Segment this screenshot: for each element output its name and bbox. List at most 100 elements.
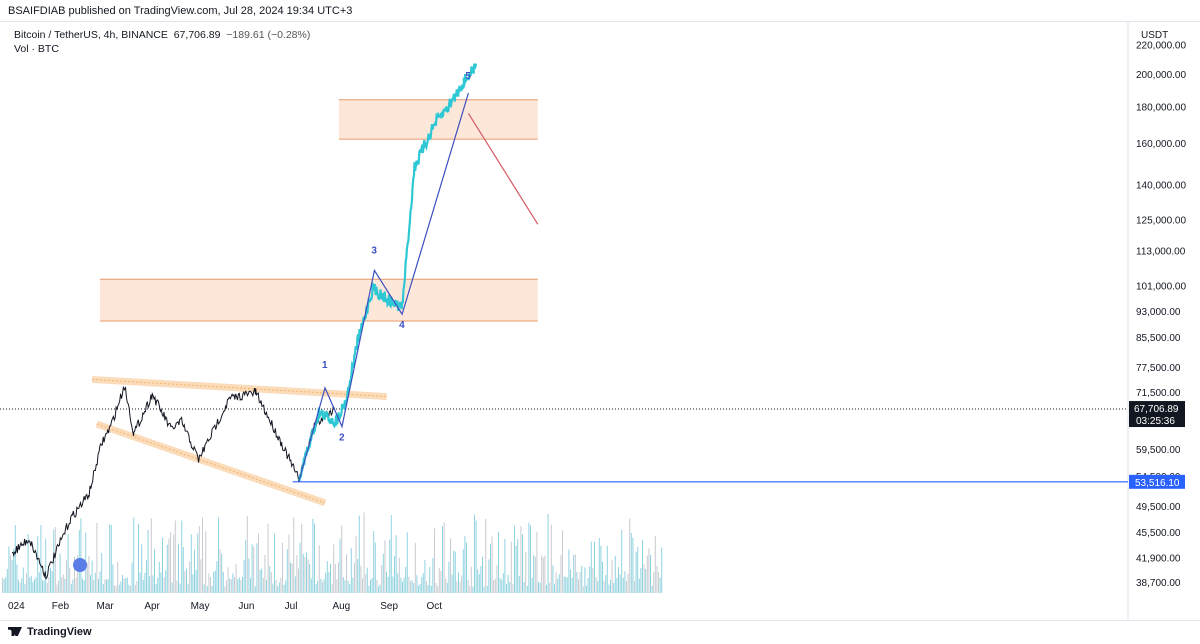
volume-bar: [443, 522, 445, 593]
tradingview-logo[interactable]: TradingView: [8, 626, 92, 638]
volume-bar: [498, 531, 499, 593]
volume-bar: [301, 523, 303, 593]
volume-bar: [42, 580, 43, 593]
volume-bar: [104, 579, 106, 593]
tradingview-brand: TradingView: [27, 626, 92, 638]
volume-bar: [27, 533, 29, 593]
volume-bar: [405, 566, 407, 593]
volume-bar: [106, 579, 107, 593]
volume-bar: [168, 538, 170, 593]
volume-bar: [179, 583, 181, 593]
volume-bar: [456, 581, 458, 593]
volume-bar: [338, 562, 339, 593]
volume-bar: [491, 536, 493, 593]
x-tick-label: Jun: [238, 601, 254, 612]
volume-bar: [246, 516, 248, 593]
volume-bar: [315, 584, 317, 593]
volume-bar: [578, 579, 579, 593]
volume-bar: [654, 535, 656, 593]
volume-bar: [470, 566, 472, 593]
volume-bar: [107, 579, 109, 593]
wave-label-4: 4: [399, 320, 405, 331]
bar-countdown: 03:25:36: [1136, 416, 1175, 427]
volume-bar: [134, 584, 136, 593]
volume-bar: [598, 538, 600, 593]
volume-bar: [290, 562, 291, 593]
volume-bar: [608, 584, 610, 593]
volume-bar: [75, 577, 77, 593]
volume-bar: [264, 554, 266, 593]
volume-bar: [534, 556, 536, 593]
volume-bar: [278, 582, 280, 593]
volume-bar: [477, 569, 479, 593]
volume-bar: [34, 579, 35, 593]
volume-bar: [445, 578, 447, 593]
volume-bar: [62, 574, 64, 593]
volume-bar: [5, 576, 7, 593]
volume-bar: [541, 555, 543, 593]
volume-bar: [469, 585, 471, 593]
volume-bar: [72, 579, 74, 593]
elliott-wave-line: [298, 92, 469, 482]
volume-bar: [656, 565, 658, 593]
volume-bar: [29, 577, 31, 593]
volume-bar: [195, 569, 197, 593]
volume-bar: [363, 512, 365, 593]
volume-bar: [658, 572, 659, 593]
volume-bar: [402, 581, 403, 593]
wave-label-1: 1: [322, 360, 328, 371]
volume-bar: [170, 532, 171, 593]
volume-bar: [6, 568, 8, 593]
volume-bar: [496, 565, 498, 593]
volume-bar: [550, 524, 552, 593]
volume-bar: [454, 551, 456, 593]
volume-bar: [299, 542, 301, 593]
volume-bar: [202, 517, 203, 593]
volume-bar: [3, 579, 5, 593]
volume-bar: [155, 583, 157, 593]
y-tick-label: 220,000.00: [1136, 40, 1186, 51]
volume-bar: [328, 571, 330, 593]
volume-bar: [11, 559, 13, 593]
volume-bar: [178, 543, 179, 593]
volume-bar: [370, 579, 371, 593]
volume-bar: [200, 559, 202, 593]
volume-bar: [494, 578, 496, 593]
volume-bar: [344, 580, 346, 593]
volume-bar: [158, 561, 160, 593]
volume-bar: [310, 578, 312, 593]
volume-bar: [486, 585, 488, 593]
volume-bar: [90, 575, 91, 593]
symbol-name[interactable]: Bitcoin / TetherUS, 4h, BINANCE: [14, 29, 168, 41]
volume-bar: [592, 567, 594, 593]
volume-bar: [614, 555, 616, 593]
volume-bar: [93, 579, 95, 593]
volume-bar: [139, 572, 141, 593]
volume-bar: [544, 555, 546, 593]
volume-label[interactable]: Vol · BTC: [14, 43, 59, 55]
volume-bar: [261, 568, 263, 593]
volume-bar: [488, 559, 490, 593]
volume-bar: [59, 553, 61, 593]
volume-bar: [333, 544, 335, 593]
y-tick-label: 125,000.00: [1136, 215, 1186, 226]
volume-bar: [64, 578, 66, 593]
volume-bar: [624, 571, 626, 593]
volume-bar: [262, 578, 264, 593]
volume-bar: [189, 561, 191, 593]
volume-bar: [130, 585, 131, 593]
volume-bar: [342, 577, 344, 593]
volume-bar: [307, 559, 309, 593]
volume-bar: [14, 525, 16, 593]
y-tick-label: 180,000.00: [1136, 103, 1186, 114]
volume-bar: [227, 567, 229, 593]
volume-bar: [595, 577, 597, 593]
volume-bar: [70, 584, 72, 593]
volume-bar: [128, 584, 130, 593]
volume-bar: [520, 526, 522, 593]
volume-bar: [464, 536, 466, 593]
volume-bar: [232, 573, 234, 593]
volume-bar: [91, 560, 93, 593]
support-price-tag-value: 53,516.10: [1135, 478, 1180, 489]
